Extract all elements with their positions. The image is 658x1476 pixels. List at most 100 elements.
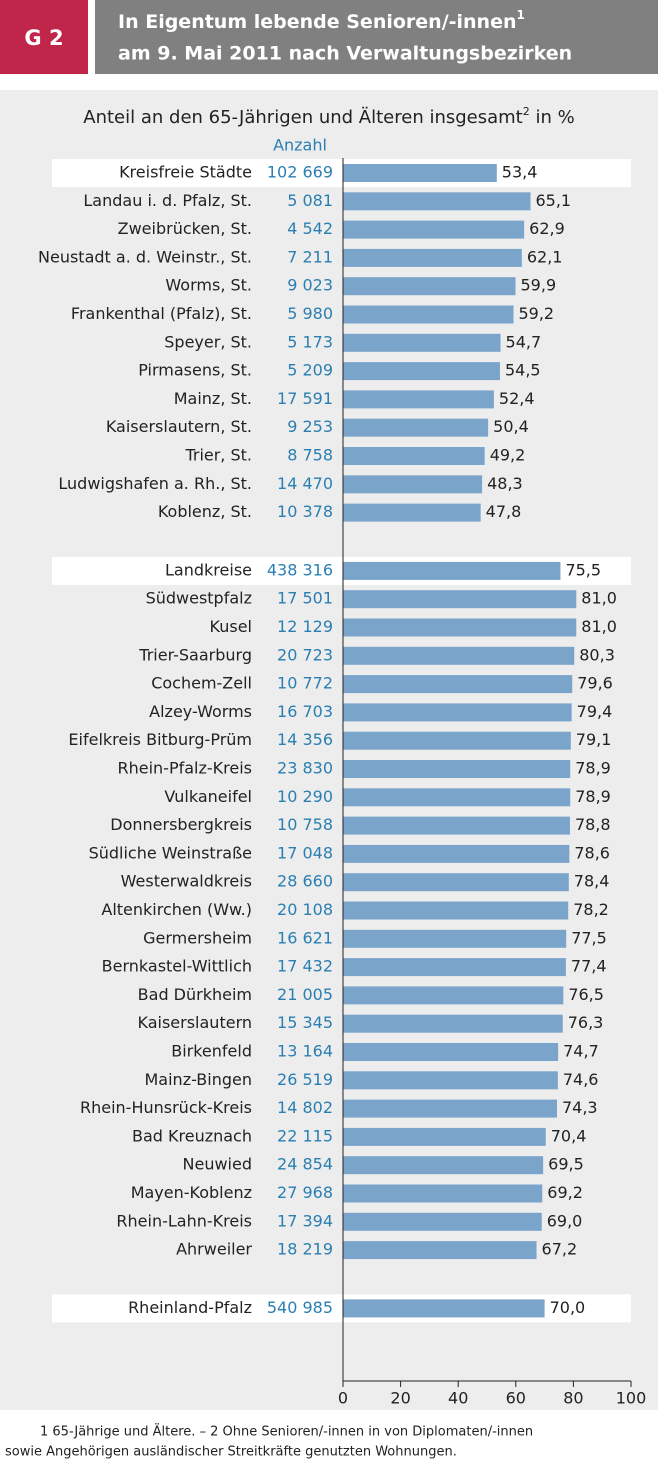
value-label: 62,1 [527,247,563,266]
count-label: 10 772 [277,674,333,693]
bar [343,333,501,352]
bar [343,1014,563,1033]
category-label: Eifelkreis Bitburg-Prüm [68,730,252,749]
bar [343,362,500,381]
count-label: 17 394 [277,1211,333,1230]
category-label: Landau i. d. Pfalz, St. [83,191,252,210]
title-box [95,0,658,74]
value-label: 77,5 [571,928,607,947]
category-label: Mayen-Koblenz [131,1183,252,1202]
footnote: sowie Angehörigen ausländischer Streitkr… [5,1445,457,1460]
count-label: 5 081 [287,191,333,210]
bar [343,986,564,1005]
count-label: 24 854 [277,1155,333,1174]
value-label: 79,4 [577,702,613,721]
value-label: 70,0 [550,1298,586,1317]
bar [343,675,573,694]
value-label: 48,3 [487,474,523,493]
value-label: 74,7 [563,1042,599,1061]
bar [343,618,577,637]
bar [343,1241,537,1260]
count-label: 17 591 [277,389,333,408]
category-label: Kaiserslautern [138,1013,253,1032]
count-label: 21 005 [277,985,333,1004]
value-label: 76,3 [568,1013,604,1032]
x-tick-label: 40 [448,1389,468,1408]
count-label: 5 980 [287,304,333,323]
value-label: 53,4 [502,163,538,182]
count-label: 102 669 [267,163,333,182]
count-label: 14 470 [277,474,333,493]
bar [343,844,570,863]
value-label: 74,6 [563,1070,599,1089]
value-label: 75,5 [565,560,601,579]
category-label: Koblenz, St. [158,502,252,521]
value-label: 81,0 [581,589,617,608]
bar [343,873,569,892]
x-tick-label: 0 [338,1389,348,1408]
count-label: 5 209 [287,361,333,380]
bar [343,958,566,977]
category-label: Rhein-Hunsrück-Kreis [80,1098,252,1117]
figure-label: G 2 [24,26,63,50]
bar [343,475,483,494]
bar [343,390,494,409]
category-label: Alzey-Worms [149,702,252,721]
value-label: 74,3 [562,1098,598,1117]
category-label: Südwestpfalz [146,589,252,608]
category-label: Zweibrücken, St. [118,219,252,238]
category-label: Germersheim [143,928,252,947]
row-highlight [52,159,631,187]
category-label: Donnersbergkreis [110,815,252,834]
category-label: Rhein-Lahn-Kreis [116,1211,252,1230]
bar [343,788,571,807]
count-label: 14 802 [277,1098,333,1117]
title: am 9. Mai 2011 nach Verwaltungsbezirken [118,43,572,65]
value-label: 77,4 [571,957,607,976]
value-label: 49,2 [490,446,526,465]
count-label: 8 758 [287,446,333,465]
category-label: Kreisfreie Städte [119,163,252,182]
value-label: 78,2 [573,900,609,919]
title-line: In Eigentum lebende Senioren/-innen [118,11,517,33]
bar [343,192,531,211]
bar [343,164,497,182]
value-label: 78,8 [575,815,611,834]
bar [343,1099,557,1118]
count-label: 20 108 [277,900,333,919]
bar [343,816,570,835]
count-label: 27 968 [277,1183,333,1202]
value-label: 52,4 [499,389,535,408]
count-label: 540 985 [267,1298,333,1317]
bar [343,1184,543,1203]
category-label: Worms, St. [165,276,252,295]
value-label: 80,3 [579,645,615,664]
count-label: 17 048 [277,843,333,862]
count-label: 23 830 [277,759,333,778]
category-label: Bad Kreuznach [132,1126,252,1145]
value-label: 69,5 [548,1155,584,1174]
value-label: 78,6 [574,843,610,862]
category-label: Kusel [210,617,252,636]
value-label: 59,9 [521,276,557,295]
bar [343,503,481,522]
bar [343,561,561,580]
subtitle: Anteil an den 65-Jährigen und Älteren in… [83,105,574,128]
footnote: 1 65-Jährige und Ältere. – 2 Ohne Senior… [40,1424,533,1440]
category-label: Südliche Weinstraße [89,843,252,862]
bar [343,277,516,296]
value-label: 70,4 [551,1126,587,1145]
label-box [0,0,88,74]
category-label: Speyer, St. [164,332,252,351]
category-label: Trier, St. [184,446,252,465]
bar [343,901,569,920]
category-label: Landkreise [165,560,252,579]
bar [343,646,575,665]
count-label: 5 173 [287,332,333,351]
count-label: 16 621 [277,928,333,947]
count-label: 9 023 [287,276,333,295]
value-label: 54,7 [506,332,542,351]
bar [343,760,571,778]
value-label: 62,9 [529,219,565,238]
category-label: Ahrweiler [176,1240,252,1259]
